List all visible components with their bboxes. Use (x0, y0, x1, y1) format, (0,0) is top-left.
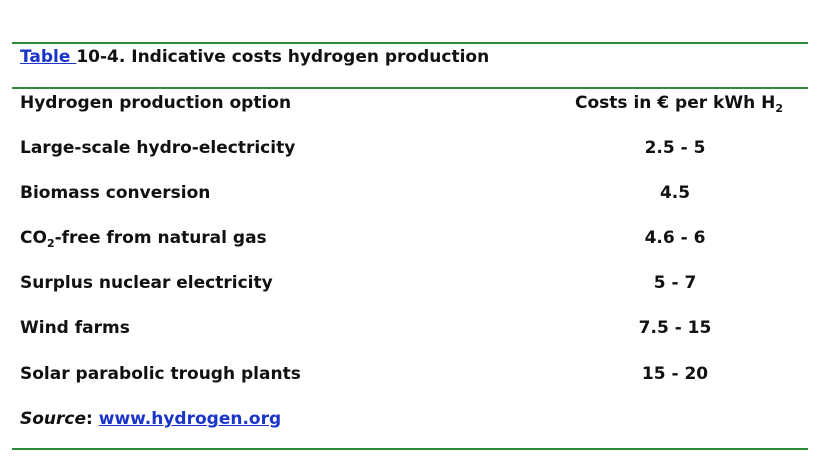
table-row: Large-scale hydro-electricity 2.5 - 5 (20, 137, 800, 159)
row-cost: 7.5 - 15 (638, 318, 712, 338)
table-header-row: Hydrogen production option Costs in € pe… (20, 92, 800, 114)
row-option: Surplus nuclear electricity (20, 273, 273, 293)
header-cost: Costs in € per kWh H2 (575, 93, 783, 115)
row-cost: 5 - 7 (653, 273, 697, 293)
source-label: Source (20, 409, 87, 429)
row-option: Biomass conversion (20, 183, 211, 203)
top-rule (12, 42, 808, 44)
table-row: Biomass conversion 4.5 (20, 182, 800, 204)
header-option: Hydrogen production option (20, 93, 292, 113)
row-option: Wind farms (20, 318, 130, 338)
row-option: Large-scale hydro-electricity (20, 138, 296, 158)
table-row: Surplus nuclear electricity 5 - 7 (20, 272, 800, 294)
table-row: Solar parabolic trough plants 15 - 20 (20, 363, 800, 385)
source-link[interactable]: www.hydrogen.org (98, 409, 282, 429)
row-option: CO2-free from natural gas (20, 228, 267, 250)
source-line: Source: www.hydrogen.org (20, 408, 281, 430)
table-caption: Table 10-4. Indicative costs hydrogen pr… (20, 47, 489, 67)
row-cost: 15 - 20 (641, 364, 709, 384)
row-option: Solar parabolic trough plants (20, 364, 301, 384)
row-cost: 2.5 - 5 (644, 138, 706, 158)
table-row: Wind farms 7.5 - 15 (20, 317, 800, 339)
table-row: CO2-free from natural gas 4.6 - 6 (20, 227, 800, 249)
source-colon: : (86, 409, 99, 429)
bottom-rule (12, 448, 808, 450)
row-cost: 4.6 - 6 (644, 228, 706, 248)
header-rule (12, 87, 808, 89)
table-link[interactable]: Table (20, 47, 77, 67)
row-cost: 4.5 (659, 183, 691, 203)
caption-text: 10-4. Indicative costs hydrogen producti… (76, 47, 490, 67)
